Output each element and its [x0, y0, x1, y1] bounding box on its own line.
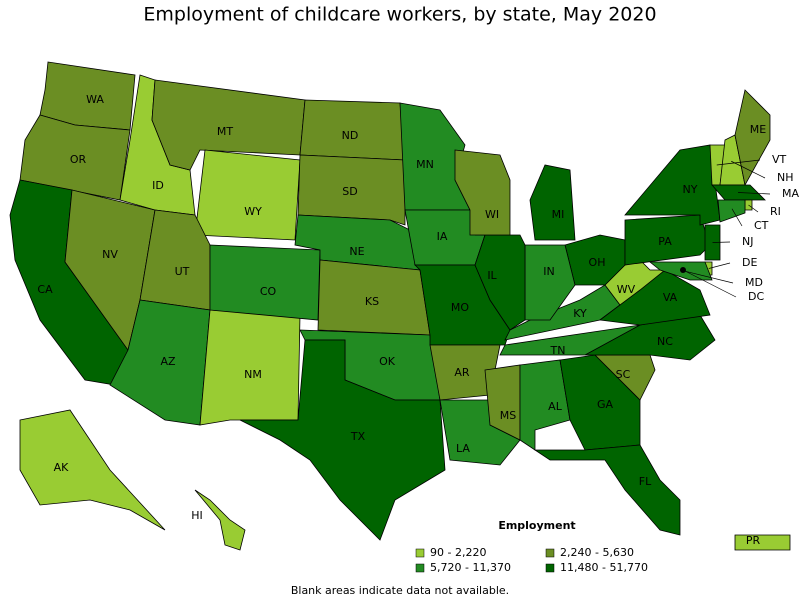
legend: 90 - 2,220 2,240 - 5,630 5,720 - 11,370 11,…	[415, 546, 648, 574]
leader-line	[682, 269, 737, 298]
state-label: NH	[777, 171, 794, 184]
state-labels: WA OR CA NV ID MT WY UT AZ NM CO ND SD NE KS OK TX MN IA MO…	[37, 93, 799, 547]
state-label: WV	[617, 283, 636, 296]
state-label: NM	[244, 368, 262, 381]
state-label: IN	[543, 265, 554, 278]
state	[474, 234, 526, 331]
state-label: TX	[350, 430, 366, 443]
leader-line	[712, 241, 731, 243]
state	[209, 244, 321, 321]
leader-line	[731, 160, 766, 179]
state-label: SD	[342, 185, 357, 198]
state-label: WA	[86, 93, 104, 106]
leader-line	[683, 270, 734, 284]
state-label: NY	[683, 183, 698, 196]
state	[454, 149, 511, 236]
state-label: MO	[451, 301, 469, 314]
footnote: Blank areas indicate data not available.	[291, 584, 509, 597]
legend-label: 5,720 - 11,370	[430, 561, 511, 574]
state-label: OR	[70, 153, 87, 166]
state-label: OK	[379, 355, 396, 368]
state-label: GA	[597, 398, 614, 411]
state-label: CT	[754, 219, 769, 232]
state	[624, 144, 721, 226]
state-label: LA	[456, 442, 470, 455]
state-label: NC	[657, 335, 673, 348]
state-label: DE	[742, 256, 757, 269]
state-label: MI	[552, 208, 565, 221]
state-label: OH	[589, 256, 606, 269]
legend-swatch	[545, 548, 555, 558]
state-label: IL	[487, 269, 497, 282]
state-label: KS	[365, 295, 379, 308]
state-label: WY	[244, 205, 262, 218]
legend-swatch	[415, 548, 425, 558]
state	[717, 199, 746, 223]
state	[533, 444, 681, 536]
state-label: SC	[616, 368, 631, 381]
state-label: NE	[349, 245, 364, 258]
state-label: PA	[658, 235, 672, 248]
legend-title: Employment	[498, 519, 575, 532]
state-label: PR	[746, 534, 761, 547]
leader-line	[731, 208, 743, 227]
state	[734, 534, 791, 551]
leader-line	[716, 159, 761, 166]
state-label: AK	[54, 461, 70, 474]
state-label: IA	[437, 230, 448, 243]
state-label: MN	[416, 158, 434, 171]
state-label: AZ	[160, 355, 176, 368]
state-label: ID	[152, 179, 164, 192]
state-label: CA	[37, 283, 53, 296]
state-label: MA	[782, 187, 799, 200]
leader-line	[748, 204, 759, 213]
state-label: KY	[573, 307, 587, 320]
state-label: NV	[102, 248, 118, 261]
state-label: VA	[663, 291, 678, 304]
state-label: MD	[745, 276, 763, 289]
state	[194, 489, 246, 551]
map-title: Employment of childcare workers, by stat…	[143, 4, 656, 26]
legend-label: 11,480 - 51,770	[560, 561, 648, 574]
state-label: UT	[175, 265, 190, 278]
state-label: ND	[342, 129, 359, 142]
state-label: DC	[748, 290, 764, 303]
state-label: NJ	[742, 235, 753, 248]
leader-line	[737, 192, 771, 195]
leader-line	[708, 262, 731, 269]
state-label: FL	[639, 475, 652, 488]
state-label: TN	[550, 344, 566, 357]
state-label: AL	[548, 400, 563, 413]
state	[529, 164, 576, 241]
state-label: MT	[217, 125, 233, 138]
legend-swatch	[545, 563, 555, 573]
state-label: MS	[500, 409, 516, 422]
state-label: WI	[485, 208, 499, 221]
state	[499, 324, 641, 356]
state-label: AR	[454, 366, 470, 379]
state	[734, 89, 771, 187]
state-label: CO	[260, 285, 277, 298]
state-label: RI	[770, 205, 781, 218]
legend-swatch	[415, 563, 425, 573]
state-label: HI	[191, 509, 203, 522]
legend-label: 90 - 2,220	[430, 546, 486, 559]
state-label: ME	[750, 123, 766, 136]
state	[297, 154, 406, 226]
legend-label: 2,240 - 5,630	[560, 546, 634, 559]
state	[239, 339, 446, 541]
state-label: VT	[772, 153, 787, 166]
state	[19, 409, 166, 531]
states	[9, 61, 791, 551]
state	[194, 149, 301, 241]
